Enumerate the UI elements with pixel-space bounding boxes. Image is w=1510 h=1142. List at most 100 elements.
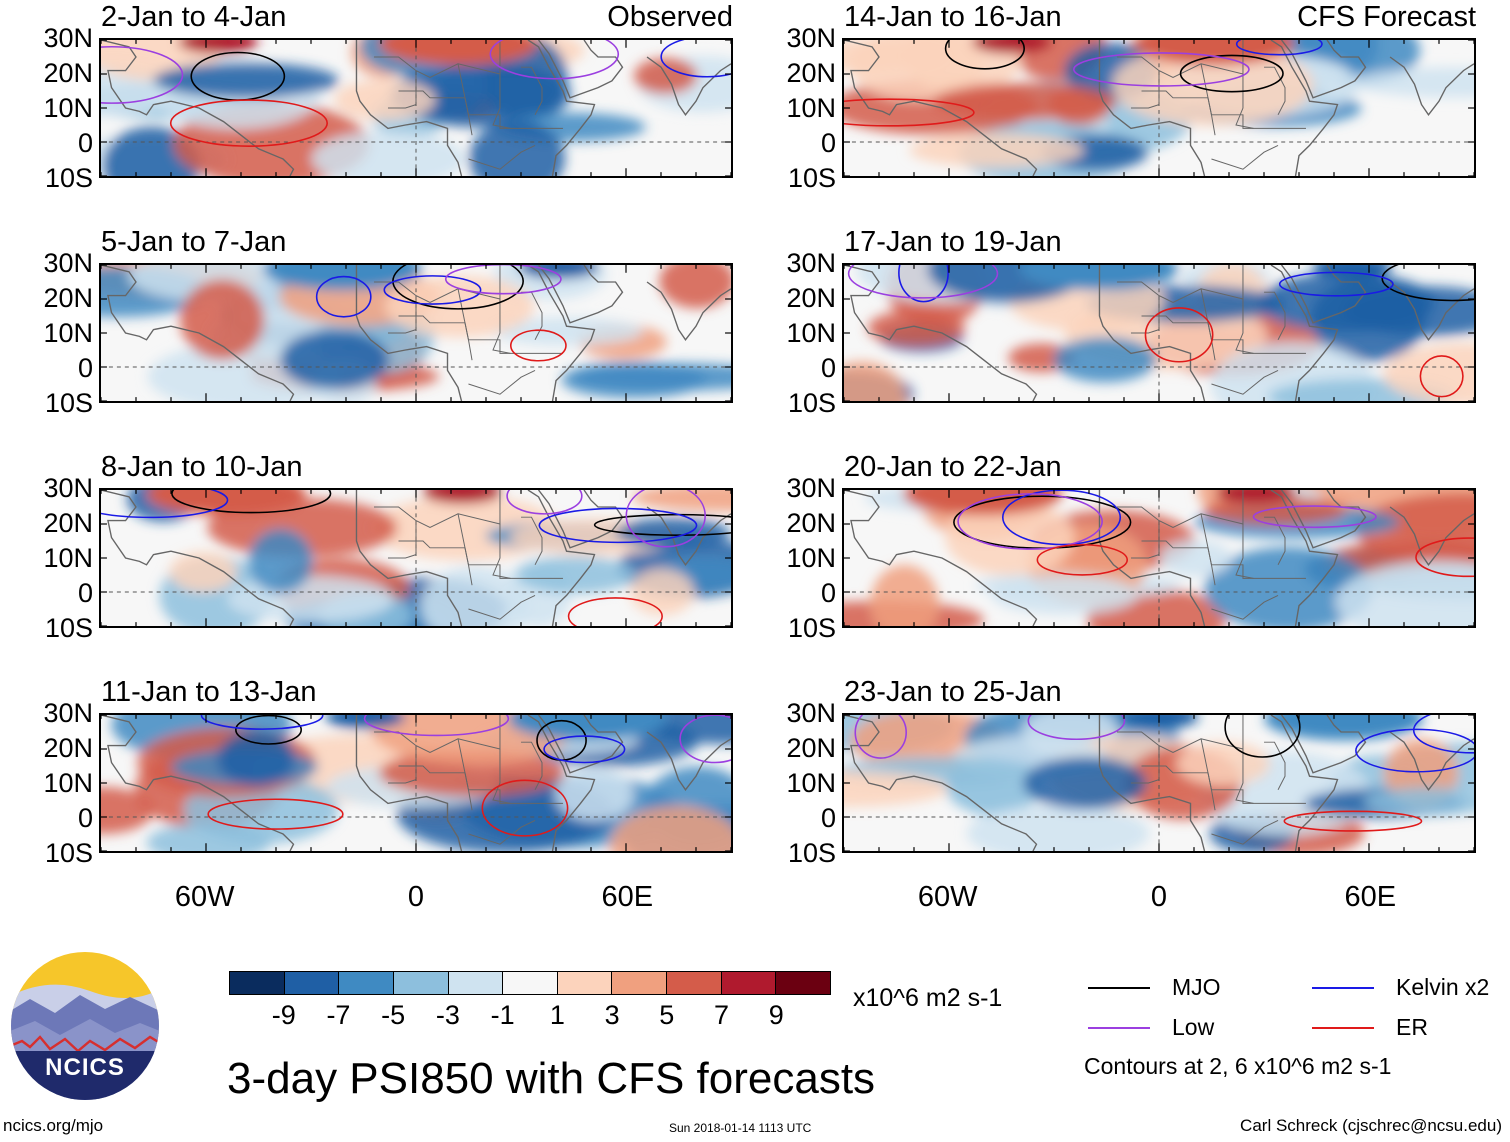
lat-tick-label: 10S (44, 163, 93, 193)
filter-contour-kelvin-x2 (1278, 271, 1394, 297)
footer-url: ncics.org/mjo (3, 1116, 104, 1135)
country-border (1235, 299, 1254, 354)
anomaly-blob (554, 766, 633, 822)
coastline (537, 265, 624, 324)
country-border (457, 63, 473, 136)
lat-tick-label: 10S (787, 838, 836, 868)
filter-contour-kelvin-x2 (1412, 715, 1474, 754)
filter-contour-er (844, 98, 975, 127)
country-border (457, 738, 473, 811)
coastline (646, 506, 731, 566)
map-panel (99, 263, 733, 403)
anomaly-core (378, 40, 538, 66)
coastline (355, 715, 463, 851)
filter-contour-er (1283, 810, 1423, 832)
colorbar (229, 971, 831, 995)
country-border (1235, 749, 1254, 804)
coastline (844, 490, 1038, 626)
lat-tick-label: 0 (77, 353, 93, 383)
lat-tick-label: 30N (43, 698, 93, 728)
colorbar-swatch (556, 972, 612, 994)
country-border (468, 369, 536, 395)
lat-tick-label: 10N (786, 543, 836, 573)
colorbar-swatch (283, 972, 339, 994)
coastline (1389, 731, 1474, 791)
anomaly-blob (1335, 560, 1474, 626)
anomaly-blob (390, 62, 572, 128)
filter-contour-kelvin-x2 (538, 507, 698, 544)
colorbar-tick-label: 7 (714, 1000, 730, 1030)
filter-contour-low (847, 265, 999, 299)
psi850-map (101, 490, 731, 626)
lat-tick-label: 0 (820, 803, 836, 833)
lat-tick-label: 0 (820, 128, 836, 158)
anomaly-blob (334, 79, 436, 121)
country-border (1211, 144, 1279, 170)
anomaly-blob (217, 731, 296, 787)
anomaly-blob (1112, 44, 1314, 127)
ncics-logo: NCICS (10, 951, 160, 1101)
anomaly-core (1264, 715, 1424, 741)
colorbar-tick-label: -9 (271, 1000, 296, 1030)
lat-tick-label: 10N (43, 768, 93, 798)
logo-text: NCICS (45, 1054, 125, 1081)
anomaly-blob (169, 551, 237, 592)
filter-contour-er (1419, 355, 1464, 398)
panel-date-range: 14-Jan to 16-Jan (844, 1, 1062, 33)
colorbar-swatch (775, 972, 831, 994)
coastline (355, 265, 463, 401)
psi850-map (844, 715, 1474, 851)
country-border (1264, 516, 1286, 566)
coastline (1280, 40, 1367, 99)
anomaly-blob (227, 576, 394, 623)
colorbar-tick-label: -5 (381, 1000, 406, 1030)
anomaly-core (508, 715, 667, 741)
coastline (101, 715, 295, 851)
country-border (1235, 524, 1254, 579)
anomaly-blob (1203, 496, 1347, 525)
country-border (398, 90, 563, 129)
anomaly-blob (180, 279, 265, 360)
country-border (1200, 513, 1216, 586)
coastline (101, 40, 295, 176)
colorbar-swatch (338, 972, 393, 994)
anomaly-blob (945, 499, 1075, 576)
lat-tick-label: 30N (786, 473, 836, 503)
anomaly-blob (867, 309, 965, 347)
psi850-map (101, 40, 731, 176)
anomaly-blob (1363, 787, 1474, 816)
filter-contour-kelvin-x2 (543, 735, 626, 764)
filter-contour-kelvin-x2 (1235, 40, 1323, 56)
map-panel (99, 488, 733, 628)
filter-contour-low (101, 45, 184, 104)
lat-tick-label: 10N (43, 543, 93, 573)
legend-line-low (1088, 1027, 1150, 1029)
colorbar-swatch (447, 972, 503, 994)
filter-contour-er (1036, 543, 1129, 576)
coastline (1389, 506, 1474, 566)
coastline (101, 265, 295, 401)
psi850-map (101, 715, 731, 851)
colorbar-tick-label: -3 (435, 1000, 460, 1030)
legend-line-mjo (1088, 987, 1150, 989)
anomaly-core (262, 265, 422, 291)
lon-tick-label: 60W (174, 881, 235, 913)
anomaly-blob (966, 804, 1150, 851)
lat-tick-label: 10S (44, 838, 93, 868)
panel-date-range: 11-Jan to 13-Jan (101, 676, 317, 708)
legend-line-er (1312, 1027, 1374, 1029)
coastline (844, 715, 1038, 851)
anomaly-blob (844, 361, 907, 401)
lat-tick-label: 30N (43, 473, 93, 503)
colorbar-tick-label: 3 (604, 1000, 620, 1030)
lat-tick-label: 30N (786, 698, 836, 728)
anomaly-blob (991, 575, 1138, 615)
country-border (468, 819, 536, 845)
coastline (527, 490, 596, 626)
anomaly-core (178, 40, 258, 54)
country-border (457, 288, 473, 361)
shaded-anomaly-field (101, 40, 731, 176)
filter-contour-kelvin-x2 (660, 40, 731, 78)
panel-date-range: 5-Jan to 7-Jan (101, 226, 287, 258)
